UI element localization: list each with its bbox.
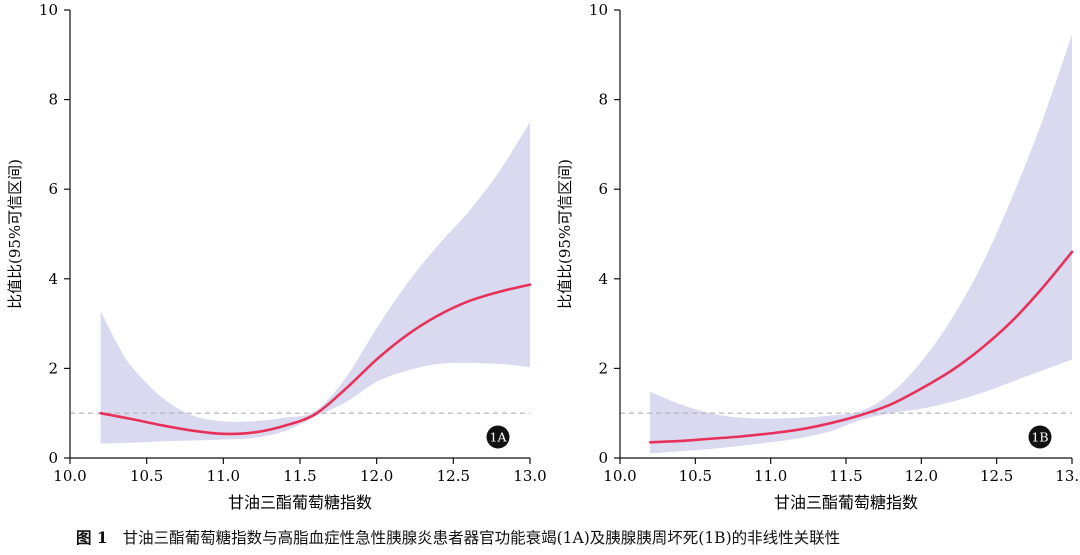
panel-1a: 0 2 4 6 8 10 10.0 10.5 11.0 11.5 12.0 12.5 13.0 甘油三酯葡… xyxy=(6,1,547,512)
panel-1b-y-tick-label: 2 xyxy=(598,359,608,377)
panel-1a-odds-ratio-line xyxy=(99,283,532,436)
figure-caption-text: 甘油三酯葡萄糖指数与高脂血症性急性胰腺炎患者器官功能衰竭(1A)及胰腺胰周坏死(… xyxy=(122,529,841,547)
panel-1a-y-tick-label: 2 xyxy=(48,359,58,377)
panel-1a-y-tick-label: 10 xyxy=(39,1,58,19)
panel-1b-x-tick-label: 12.0 xyxy=(905,467,938,485)
panel-1b-y-tick-label: 10 xyxy=(589,1,608,19)
panel-1b-x-tick-label: 10.5 xyxy=(679,467,712,485)
figure-caption: 图 1 甘油三酯葡萄糖指数与高脂血症性急性胰腺炎患者器官功能衰竭(1A)及胰腺胰… xyxy=(76,526,1076,550)
panel-1b-y-axis-label: 比值比(95%可信区间) xyxy=(556,159,574,309)
panel-1b-x-tick-label: 11.5 xyxy=(829,467,862,485)
panel-1b-x-tick-label: 12.5 xyxy=(980,467,1013,485)
panel-1a-y-tick-label: 0 xyxy=(48,449,58,467)
panel-1a-y-tick-label: 4 xyxy=(48,270,58,288)
panel-1a-x-tick-label: 12.5 xyxy=(437,467,470,485)
panel-1a-x-tick-label: 11.0 xyxy=(207,467,240,485)
panel-1a-confidence-band xyxy=(100,122,531,444)
panel-1a-badge xyxy=(486,425,510,449)
panel-1b-badge-label: 1B xyxy=(1031,430,1048,445)
panel-1b-x-axis-label: 甘油三酯葡萄糖指数 xyxy=(774,493,918,512)
figure-caption-label: 图 1 xyxy=(76,528,108,547)
panel-1b-y-tick-label: 4 xyxy=(598,270,608,288)
panel-1a-x-tick-label: 10.0 xyxy=(53,467,86,485)
panel-1a-x-tick-label: 12.0 xyxy=(360,467,393,485)
panel-1a-x-tick-label: 13.0 xyxy=(513,467,546,485)
panel-1a-x-tick-label: 10.5 xyxy=(130,467,163,485)
panel-1b-y-tick-label: 8 xyxy=(598,91,608,109)
panel-1a-x-tick-label: 11.5 xyxy=(283,467,316,485)
panel-1b-x-tick-label: 10.0 xyxy=(603,467,636,485)
panel-1b-badge xyxy=(1028,425,1052,449)
panel-1b-x-tick-label: 11.0 xyxy=(754,467,787,485)
panel-1b-odds-ratio-line xyxy=(648,250,1074,444)
panel-1b-confidence-band xyxy=(650,34,1072,454)
panel-1a-y-tick-label: 6 xyxy=(48,180,58,198)
panel-1a-y-axis-label: 比值比(95%可信区间) xyxy=(6,159,24,309)
panel-1b: 0 2 4 6 8 10 10.0 10.5 11.0 11.5 12.0 12.5 13.0 甘油三酯葡… xyxy=(556,1,1080,512)
panel-1b-x-tick-label: 13.0 xyxy=(1055,467,1080,485)
panel-1b-y-tick-label: 6 xyxy=(598,180,608,198)
panel-1a-x-axis-label: 甘油三酯葡萄糖指数 xyxy=(228,493,372,512)
panel-1b-y-tick-label: 0 xyxy=(598,449,608,467)
panel-1a-badge-label: 1A xyxy=(490,430,508,445)
panel-1a-y-tick-label: 8 xyxy=(48,91,58,109)
